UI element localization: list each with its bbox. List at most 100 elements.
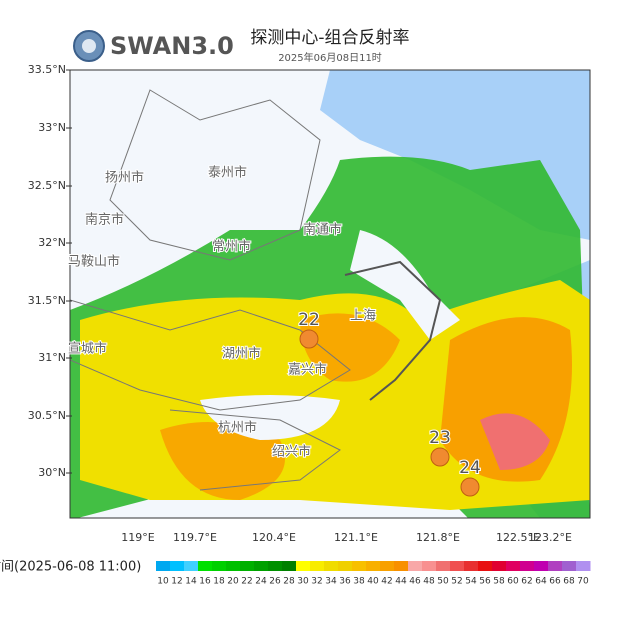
- map: [70, 70, 590, 518]
- legend-label: 64: [535, 577, 547, 587]
- legend-label: 20: [227, 577, 239, 587]
- legend-label: 44: [395, 577, 407, 587]
- legend-label: 16: [199, 577, 211, 587]
- legend-label: 58: [493, 577, 505, 587]
- city-label: 南京市: [85, 212, 124, 228]
- logo: SWAN3.0: [73, 30, 234, 62]
- lat-label: 33.5°N: [28, 63, 66, 76]
- legend-swatch: [520, 561, 535, 571]
- station-label: 22: [298, 310, 320, 330]
- lon-label: 120.4°E: [252, 531, 296, 544]
- legend-label: 46: [409, 577, 421, 587]
- city-label: 泰州市: [208, 165, 247, 181]
- legend-swatch: [450, 561, 465, 571]
- city-label: 杭州市: [218, 420, 257, 436]
- legend-swatch: [436, 561, 451, 571]
- city-label: 嘉兴市: [288, 362, 327, 378]
- legend-swatch: [296, 561, 311, 571]
- city-label: 马鞍山市: [68, 254, 120, 270]
- legend-swatch: [282, 561, 297, 571]
- legend-swatch: [380, 561, 395, 571]
- legend-swatch: [212, 561, 227, 571]
- city-label: 绍兴市: [272, 444, 311, 460]
- legend-swatch: [310, 561, 325, 571]
- lat-label: 32.5°N: [28, 179, 66, 192]
- legend-label: 52: [451, 577, 462, 587]
- legend-swatch: [492, 561, 507, 571]
- lon-label: 123.2°E: [528, 531, 572, 544]
- legend-swatch: [198, 561, 213, 571]
- legend-label: 68: [563, 577, 575, 587]
- lon-label: 121.1°E: [334, 531, 378, 544]
- legend-label: 56: [479, 577, 491, 587]
- legend-label: 48: [423, 577, 435, 587]
- city-label: 扬州市: [105, 170, 144, 186]
- station-label: 23: [429, 428, 451, 448]
- legend-swatch: [478, 561, 493, 571]
- legend-swatch: [156, 561, 171, 571]
- station-marker: [299, 329, 319, 349]
- legend-swatch: [352, 561, 367, 571]
- legend-label: 10: [157, 577, 169, 587]
- legend-swatch: [394, 561, 409, 571]
- legend-swatch: [464, 561, 479, 571]
- lat-label: 31.5°N: [28, 294, 66, 307]
- legend-swatch: [562, 561, 577, 571]
- legend-label: 38: [353, 577, 365, 587]
- legend-swatch: [170, 561, 185, 571]
- legend-label: 14: [185, 577, 197, 587]
- lon-label: 119°E: [121, 531, 154, 544]
- legend-label: 24: [255, 577, 267, 587]
- city-label: 宣城市: [68, 341, 107, 357]
- legend-swatch: [576, 561, 591, 571]
- legend-swatch: [226, 561, 241, 571]
- lat-label: 30.5°N: [28, 409, 66, 422]
- legend-time: 时间(2025-06-08 11:00): [0, 560, 141, 575]
- legend-label: 54: [465, 577, 477, 587]
- legend-label: 50: [437, 577, 449, 587]
- legend-swatch: [254, 561, 269, 571]
- legend-swatch: [240, 561, 255, 571]
- legend-swatch: [422, 561, 437, 571]
- lat-label: 32°N: [38, 236, 66, 249]
- legend-label: 18: [213, 577, 225, 587]
- lon-label: 119.7°E: [173, 531, 217, 544]
- legend-swatch: [338, 561, 353, 571]
- map-frame: [69, 69, 591, 519]
- legend-swatch: [506, 561, 521, 571]
- legend-swatch: [548, 561, 563, 571]
- legend-label: 26: [269, 577, 281, 587]
- legend-label: 34: [325, 577, 337, 587]
- legend-label: 36: [339, 577, 351, 587]
- legend-label: 28: [283, 577, 295, 587]
- lat-label: 30°N: [38, 466, 66, 479]
- legend-label: 60: [507, 577, 519, 587]
- legend-label: 66: [549, 577, 561, 587]
- legend-swatch: [534, 561, 549, 571]
- lon-label: 122.5°E: [496, 531, 540, 544]
- legend-label: 40: [367, 577, 379, 587]
- legend-label: 42: [381, 577, 392, 587]
- legend-label: 62: [521, 577, 532, 587]
- legend-swatch: [408, 561, 423, 571]
- city-label: 南通市: [303, 222, 342, 238]
- station-marker: [430, 447, 450, 467]
- legend-label: 32: [311, 577, 322, 587]
- legend-swatch: [268, 561, 283, 571]
- legend-label: 12: [171, 577, 182, 587]
- title: 探测中心-组合反射率: [250, 28, 409, 48]
- city-label: 常州市: [212, 239, 251, 255]
- lat-label: 31°N: [38, 351, 66, 364]
- station-marker: [460, 477, 480, 497]
- station-label: 24: [459, 458, 481, 478]
- legend-label: 70: [577, 577, 589, 587]
- legend-swatch: [184, 561, 199, 571]
- city-label: 湖州市: [222, 346, 261, 362]
- legend-swatch: [324, 561, 339, 571]
- legend-label: 22: [241, 577, 252, 587]
- lon-label: 121.8°E: [416, 531, 460, 544]
- subtitle: 2025年06月08日11时: [278, 51, 382, 64]
- legend-swatch: [366, 561, 381, 571]
- lat-label: 33°N: [38, 121, 66, 134]
